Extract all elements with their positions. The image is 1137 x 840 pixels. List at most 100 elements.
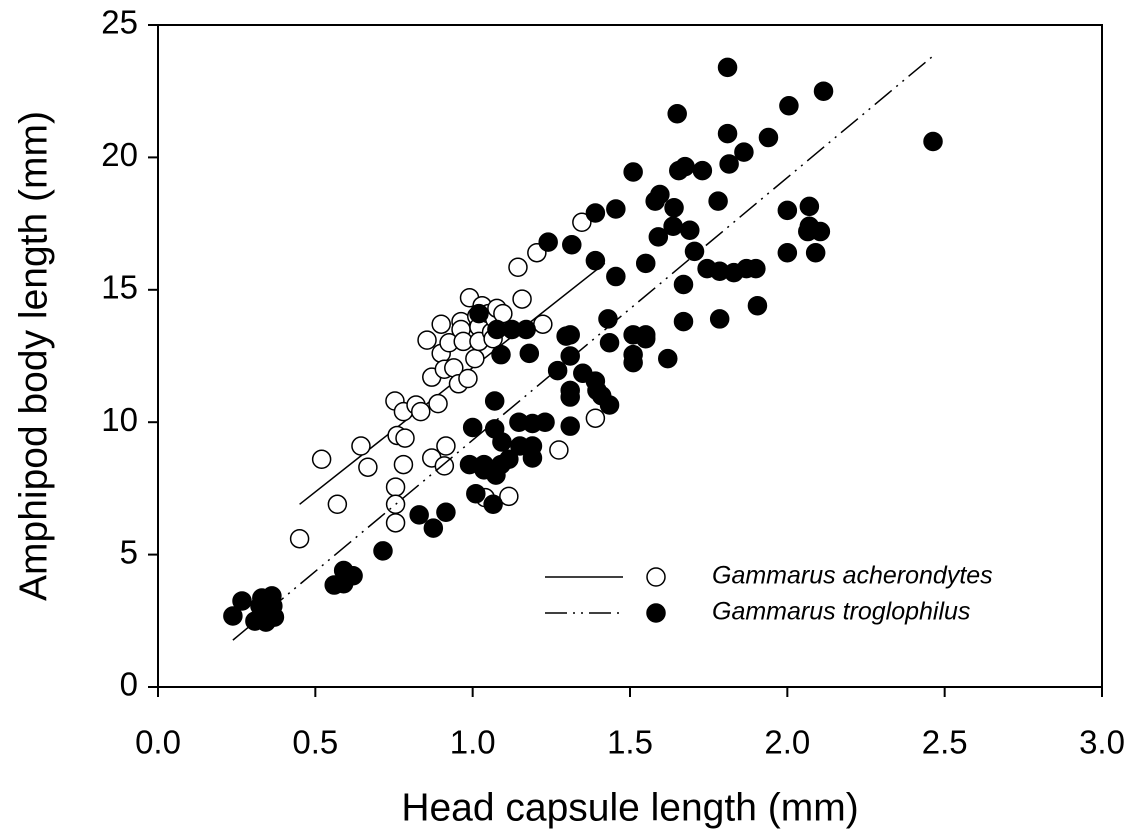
data-point — [264, 607, 285, 627]
data-point — [923, 131, 943, 152]
data-point — [535, 412, 555, 432]
data-point — [585, 250, 606, 271]
data-point — [585, 408, 606, 428]
data-point — [436, 502, 456, 522]
data-point — [734, 142, 754, 162]
data-point — [623, 352, 643, 373]
data-point — [675, 156, 695, 177]
x-axis-label: Head capsule length (mm) — [401, 786, 858, 829]
data-point — [223, 606, 243, 626]
data-point — [599, 333, 620, 353]
data-point — [810, 221, 831, 242]
data-point — [385, 477, 406, 497]
data-point — [560, 325, 580, 345]
data-point — [351, 436, 371, 456]
data-point — [650, 184, 670, 205]
y-axis-label: Amphipod body length (mm) — [12, 111, 55, 601]
data-point — [684, 241, 705, 262]
legend-label: Gammarus troglophilus — [712, 598, 970, 626]
data-point — [658, 348, 678, 369]
data-point — [431, 314, 451, 334]
data-point — [663, 216, 683, 236]
data-point — [311, 449, 332, 470]
data-point — [585, 203, 606, 223]
data-point — [436, 436, 456, 456]
data-point — [327, 494, 348, 515]
data-point — [465, 348, 485, 369]
data-point — [599, 395, 620, 415]
x-tick-label: 3.0 — [1079, 724, 1125, 761]
data-point — [709, 309, 730, 329]
data-point — [635, 253, 656, 274]
data-point — [499, 486, 519, 507]
data-point — [606, 199, 626, 219]
data-point — [512, 289, 532, 309]
data-point — [373, 541, 393, 561]
data-point — [549, 440, 569, 460]
data-point — [358, 457, 378, 477]
data-point — [522, 448, 543, 468]
data-point — [533, 314, 553, 334]
data-point — [385, 513, 406, 533]
data-point — [692, 160, 713, 181]
data-point — [492, 432, 512, 452]
data-point — [758, 127, 779, 148]
x-tick-label: 1.0 — [450, 724, 496, 761]
data-point — [572, 212, 592, 233]
data-point — [466, 483, 486, 504]
data-point — [462, 417, 483, 438]
x-tick-label: 2.5 — [922, 724, 968, 761]
data-point — [434, 456, 455, 476]
x-tick-label: 0.5 — [292, 724, 338, 761]
data-point — [289, 528, 310, 549]
data-point — [499, 449, 519, 470]
data-point — [648, 227, 669, 247]
legend-label: Gammarus acherondytes — [712, 562, 993, 590]
data-point — [458, 368, 478, 389]
y-tick-label: 20 — [101, 136, 138, 173]
data-point — [746, 258, 766, 279]
legend-marker — [646, 567, 666, 587]
data-point — [343, 566, 363, 586]
data-point — [813, 81, 834, 101]
data-point — [484, 391, 505, 411]
data-point — [623, 162, 643, 182]
data-point — [779, 96, 799, 116]
data-point — [606, 266, 626, 287]
data-point — [538, 232, 558, 252]
data-point — [717, 123, 738, 144]
data-point — [428, 393, 448, 414]
data-point — [469, 303, 489, 324]
y-tick-label: 15 — [101, 269, 138, 306]
data-point — [483, 494, 503, 515]
data-point — [708, 191, 728, 211]
data-point — [508, 257, 528, 278]
data-point — [423, 518, 444, 538]
x-tick-label: 2.0 — [764, 724, 810, 761]
data-point — [680, 220, 700, 240]
x-tick-label: 1.5 — [607, 724, 653, 761]
data-point — [560, 387, 580, 407]
data-point — [673, 274, 694, 295]
x-tick-label: 0.0 — [135, 724, 181, 761]
data-point — [777, 242, 798, 263]
legend-marker — [646, 603, 666, 623]
y-tick-label: 0 — [120, 666, 138, 703]
data-point — [516, 319, 536, 340]
data-point — [719, 154, 739, 174]
y-tick-label: 5 — [120, 533, 138, 570]
data-point — [560, 346, 580, 366]
data-point — [385, 494, 406, 515]
data-point — [547, 360, 568, 381]
fit-line — [232, 53, 936, 641]
data-point — [664, 197, 684, 218]
data-point — [747, 295, 768, 316]
data-point — [491, 344, 511, 365]
data-point — [635, 329, 656, 349]
data-point — [673, 311, 694, 332]
y-tick-label: 10 — [101, 401, 138, 438]
data-point — [560, 416, 580, 436]
data-point — [410, 401, 431, 422]
